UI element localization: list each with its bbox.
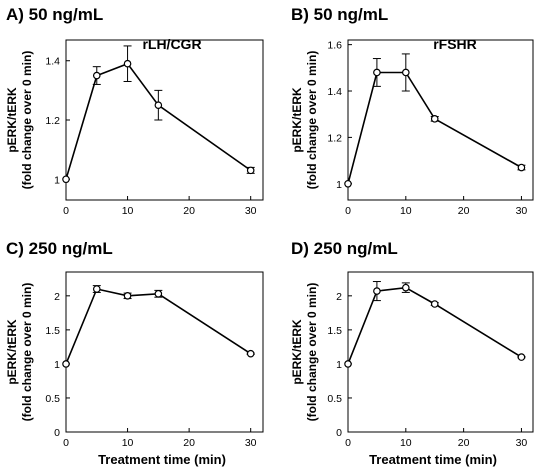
panel-b-x-tick-label: 20 bbox=[458, 205, 470, 217]
panel-d-ylabel-2: (fold change over 0 min) bbox=[305, 283, 319, 422]
panel-a-inset-label: rLH/CGR bbox=[142, 36, 201, 52]
panel-b-ylabel: pERK/tERK bbox=[290, 87, 304, 153]
panel-b-data-point bbox=[430, 115, 439, 123]
panel-c-ylabel: pERK/tERK bbox=[5, 319, 19, 385]
panel-c-ylabel-2: (fold change over 0 min) bbox=[20, 283, 34, 422]
panel-d-xlabel: Treatment time (min) bbox=[369, 452, 497, 467]
panel-a-y-tick-label: 1.2 bbox=[45, 115, 60, 127]
panel-d-x-tick-label: 30 bbox=[516, 437, 528, 449]
panel-c-y-tick-label: 1 bbox=[54, 359, 60, 371]
panel-d-data-point bbox=[344, 360, 352, 368]
panel-a-y-tick-label: 1 bbox=[54, 174, 60, 186]
panel-c-x-tick-label: 30 bbox=[245, 437, 257, 449]
panel-b-plot: 0 10 20 30 1 1.2 1.4 1.6 bbox=[327, 39, 534, 217]
panel-d-data-point bbox=[373, 287, 381, 295]
panel-a-plot-frame bbox=[65, 39, 264, 201]
panel-d-data-point bbox=[517, 353, 526, 361]
panel-b-x-tick-label: 0 bbox=[345, 205, 351, 217]
panel-d-y-tick-label: 1.5 bbox=[327, 325, 342, 337]
panel-c-x-tick-label: 10 bbox=[122, 437, 134, 449]
panel-a: A) 50 ng/mL rLH/CGR pERK/tERK (fold chan… bbox=[5, 5, 264, 217]
panel-c-y-tick-label: 0 bbox=[54, 427, 60, 439]
panel-c-y-tick-label: 2 bbox=[54, 291, 60, 303]
panel-d-y-tick-label: 2 bbox=[336, 291, 342, 303]
panel-b-y-tick-label: 1.4 bbox=[327, 86, 342, 98]
panel-d-label: D) 250 ng/mL bbox=[291, 239, 398, 258]
panel-a-data-point bbox=[92, 71, 101, 80]
panel-a-series-line bbox=[65, 62, 252, 180]
panel-b-x-tick-label: 10 bbox=[400, 205, 412, 217]
panel-d-x-tick-label: 0 bbox=[345, 437, 351, 449]
panel-a-ylabel-2: (fold change over 0 min) bbox=[20, 51, 34, 190]
panel-c-data-point bbox=[92, 285, 101, 293]
panel-b-data-point bbox=[517, 163, 526, 172]
panel-d-data-point bbox=[430, 300, 439, 308]
panel-a-x-tick-label: 10 bbox=[122, 205, 134, 217]
panel-a-data-point bbox=[154, 101, 163, 109]
panel-b-label: B) 50 ng/mL bbox=[291, 5, 388, 24]
panel-c-series-line bbox=[65, 288, 252, 365]
panel-c-label: C) 250 ng/mL bbox=[6, 239, 113, 258]
panel-d-x-tick-label: 10 bbox=[400, 437, 412, 449]
panel-b-data-point bbox=[373, 68, 381, 77]
panel-b-series-line bbox=[347, 71, 522, 185]
panel-c-data-point bbox=[246, 349, 255, 358]
panel-b-y-tick-label: 1.6 bbox=[327, 40, 342, 52]
panel-b-plot-frame bbox=[347, 39, 534, 201]
panel-d-series-line bbox=[347, 286, 522, 365]
panel-c-xlabel: Treatment time (min) bbox=[98, 452, 226, 467]
panel-d-y-tick-label: 0.5 bbox=[327, 393, 342, 405]
panel-a-x-tick-label: 0 bbox=[63, 205, 69, 217]
panel-b-data-point bbox=[344, 179, 352, 188]
panel-b-y-tick-label: 1 bbox=[336, 179, 342, 191]
panel-c-data-point bbox=[123, 292, 132, 300]
panel-a-ylabel: pERK/tERK bbox=[5, 87, 19, 153]
panel-d-x-tick-label: 20 bbox=[458, 437, 470, 449]
panel-a-data-point bbox=[123, 59, 132, 68]
panel-d-y-tick-label: 0 bbox=[336, 427, 342, 439]
panel-c: C) 250 ng/mL pERK/tERK (fold change over… bbox=[5, 239, 264, 467]
panel-b-inset-label: rFSHR bbox=[433, 36, 477, 52]
panel-c-plot: 0 10 20 30 0 0.5 1 1.5 2 bbox=[45, 271, 264, 449]
panel-d-data-point bbox=[402, 283, 410, 292]
panel-c-y-tick-label: 0.5 bbox=[45, 393, 60, 405]
panel-b: B) 50 ng/mL rFSHR pERK/tERK (fold change… bbox=[290, 5, 534, 217]
panel-c-data-point bbox=[62, 360, 70, 368]
panel-a-x-tick-label: 20 bbox=[183, 205, 195, 217]
panel-b-ylabel-2: (fold change over 0 min) bbox=[305, 51, 319, 190]
panel-d-plot-frame bbox=[347, 271, 534, 433]
panel-c-x-tick-label: 20 bbox=[183, 437, 195, 449]
panel-b-x-tick-label: 30 bbox=[516, 205, 528, 217]
panel-d-ylabel: pERK/tERK bbox=[290, 319, 304, 385]
panel-a-label: A) 50 ng/mL bbox=[6, 5, 103, 24]
panel-d-plot: 0 10 20 30 0 0.5 1 1.5 2 bbox=[327, 271, 534, 449]
panel-a-y-tick-label: 1.4 bbox=[45, 56, 60, 68]
panel-a-data-point bbox=[246, 166, 255, 175]
panel-c-plot-frame bbox=[65, 271, 264, 433]
panel-d-y-tick-label: 1 bbox=[336, 359, 342, 371]
panel-a-data-point bbox=[62, 175, 70, 184]
panel-b-data-point bbox=[402, 68, 410, 77]
panel-b-y-tick-label: 1.2 bbox=[327, 132, 342, 144]
panel-a-x-tick-label: 30 bbox=[245, 205, 257, 217]
panel-c-data-point bbox=[154, 289, 163, 298]
panel-c-x-tick-label: 0 bbox=[63, 437, 69, 449]
panel-a-plot: 0 10 20 30 1 1.2 1.4 bbox=[45, 39, 264, 217]
panel-d: D) 250 ng/mL pERK/tERK (fold change over… bbox=[290, 239, 534, 467]
panel-c-y-tick-label: 1.5 bbox=[45, 325, 60, 337]
